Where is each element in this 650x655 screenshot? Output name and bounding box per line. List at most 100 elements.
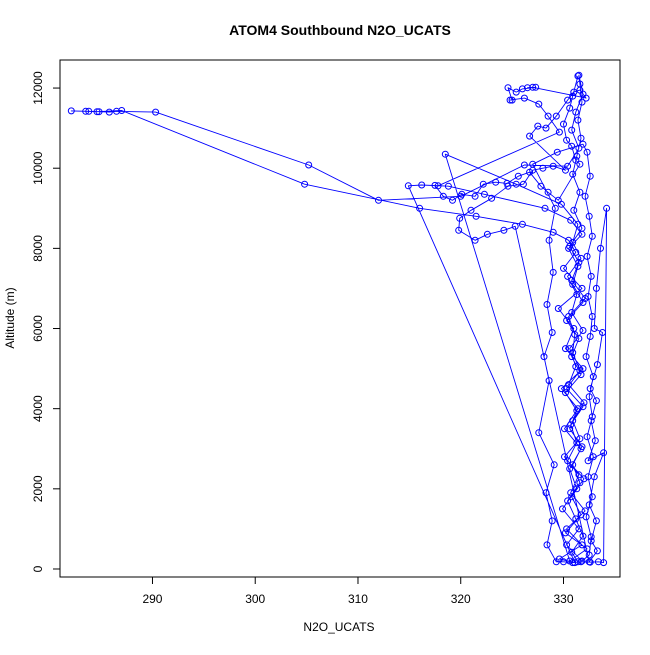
data-point — [575, 71, 583, 79]
data-point — [565, 313, 573, 320]
data-point — [514, 172, 522, 180]
data-point — [554, 305, 562, 312]
data-point — [583, 433, 591, 441]
data-point — [583, 252, 591, 260]
data-point — [569, 280, 577, 288]
data-point — [543, 541, 551, 549]
data-point — [567, 489, 575, 497]
data-point — [599, 329, 606, 336]
data-point — [535, 100, 543, 108]
data-point — [554, 196, 562, 204]
data-point — [563, 317, 571, 324]
x-axis-label: N2O_UCATS — [303, 620, 374, 634]
data-point — [567, 216, 575, 224]
data-point — [548, 517, 556, 525]
y-tick-label: 8000 — [31, 235, 45, 262]
data-point — [549, 162, 557, 170]
data-point — [545, 236, 553, 244]
data-point — [585, 558, 593, 566]
data-point — [578, 541, 586, 549]
data-point — [519, 180, 527, 188]
data-point — [568, 126, 576, 134]
data-point — [537, 182, 545, 190]
data-point — [562, 389, 569, 397]
data-point — [579, 365, 587, 373]
data-point — [580, 475, 588, 483]
data-point — [564, 457, 572, 465]
data-point — [471, 192, 479, 200]
data-point — [560, 558, 567, 566]
data-point — [572, 108, 580, 116]
data-point — [504, 84, 512, 92]
data-point — [483, 230, 491, 238]
data-point — [594, 558, 602, 566]
y-tick-label: 12000 — [31, 71, 45, 105]
data-point — [152, 108, 160, 116]
data-point — [579, 532, 587, 540]
data-point — [563, 525, 571, 533]
data-point — [471, 236, 479, 244]
data-point — [576, 479, 584, 487]
data-point — [600, 449, 608, 457]
data-point — [563, 136, 571, 144]
data-point — [574, 72, 582, 80]
data-point — [565, 236, 573, 244]
data-point — [518, 85, 526, 93]
data-point — [479, 180, 487, 188]
data-point — [492, 178, 500, 186]
data-point — [416, 204, 424, 212]
data-point — [603, 204, 611, 212]
x-tick-label: 310 — [348, 592, 368, 606]
data-point — [574, 558, 582, 566]
data-point — [542, 489, 550, 497]
data-point — [576, 86, 584, 94]
data-point — [570, 88, 578, 96]
data-point — [118, 107, 126, 114]
data-point — [539, 164, 547, 172]
data-point — [564, 96, 572, 104]
data-point — [589, 453, 597, 461]
data-point — [577, 134, 585, 142]
data-point — [568, 493, 576, 501]
data-point — [582, 94, 590, 102]
data-point — [449, 196, 456, 204]
data-point — [85, 107, 93, 115]
data-point — [434, 182, 442, 190]
data-point — [573, 291, 581, 298]
data-point — [444, 182, 452, 190]
data-point — [569, 417, 577, 425]
data-point — [480, 190, 488, 198]
data-point — [585, 501, 593, 509]
data-point — [592, 284, 600, 292]
y-tick-label: 2000 — [31, 475, 45, 502]
y-tick-label: 6000 — [31, 315, 45, 342]
data-point — [577, 254, 585, 262]
data-point — [569, 349, 577, 357]
y-axis: 0 2000 4000 6000 8000 10000 12000 — [31, 71, 60, 572]
data-point — [597, 244, 604, 252]
data-point — [572, 363, 580, 371]
data-point — [579, 140, 587, 148]
data-point — [532, 83, 540, 91]
data-point — [512, 180, 520, 188]
data-point — [572, 248, 580, 256]
data-point — [529, 83, 537, 91]
data-point — [584, 293, 592, 300]
data-point — [544, 188, 552, 196]
series-layer — [67, 71, 611, 567]
y-tick-label: 4000 — [31, 395, 45, 422]
data-point — [582, 513, 590, 521]
data-point — [564, 272, 572, 280]
chart-title: ATOM4 Southbound N2O_UCATS — [229, 22, 451, 38]
data-point — [520, 94, 528, 102]
data-point — [572, 515, 580, 523]
data-point — [581, 192, 589, 200]
x-axis: 290 300 310 320 330 — [142, 577, 574, 606]
data-point — [576, 160, 584, 168]
data-point — [573, 485, 581, 493]
data-point — [590, 473, 598, 481]
data-point — [500, 226, 508, 234]
data-point — [569, 92, 577, 100]
data-point — [573, 439, 581, 447]
